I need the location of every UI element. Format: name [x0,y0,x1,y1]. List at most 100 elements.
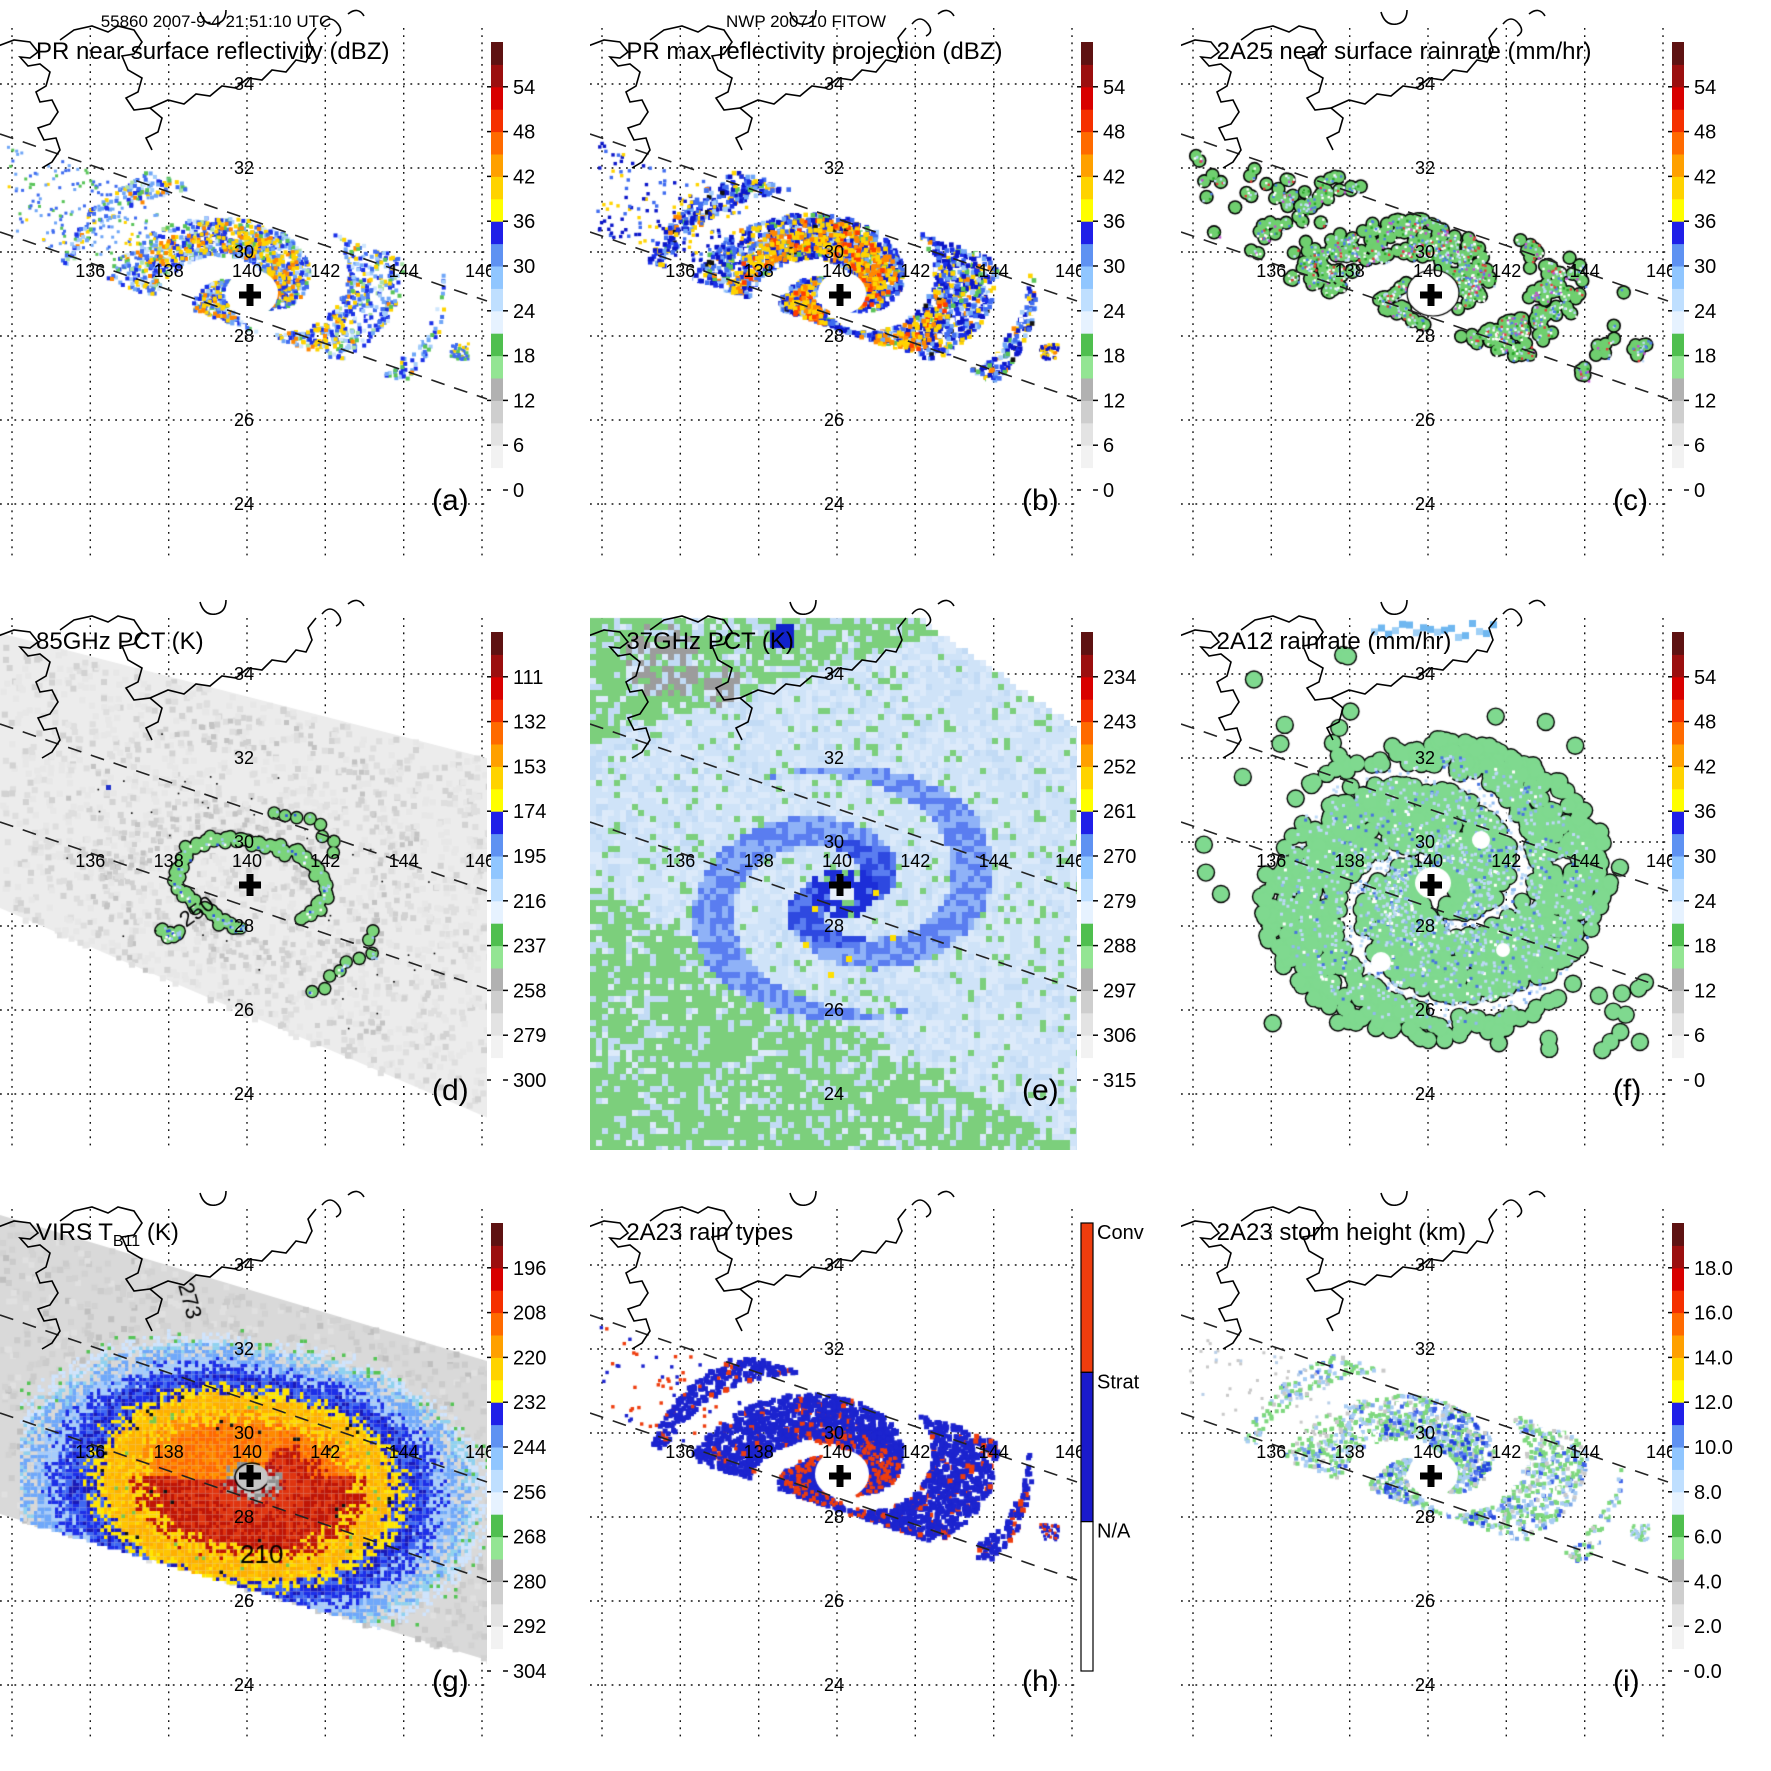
latitude-label: 24 [1415,1084,1435,1104]
colorbar-tick-label: 18 [1694,936,1716,958]
latitude-label: 24 [824,1084,844,1104]
colorbar-tick-label: 6.0 [1694,1526,1722,1548]
colorbar-segment [491,923,503,947]
latitude-label: 26 [824,410,844,430]
panel-title-main: 2A25 near surface rainrate (mm/hr) [1216,38,1592,65]
colorbar-tick-label: 6 [1103,435,1114,457]
colorbar-segment [1081,378,1094,401]
longitude-label: 142 [1491,1442,1521,1462]
colorbar-tick-label: 30 [513,256,535,278]
latitude-label: 32 [234,1339,254,1359]
colorbar-tick-label: 153 [513,757,546,779]
coastline [937,9,956,17]
colorbar-tick-label: 12.0 [1694,1392,1733,1414]
colorbar-segment [1671,766,1684,790]
colorbar-segment [491,1469,503,1492]
colorbar-segment [1081,990,1094,1014]
colorbar-tick-label: 6 [513,435,524,457]
colorbar-segment [491,243,503,267]
latitude-label: 32 [824,748,844,768]
longitude-label: 142 [310,261,340,281]
coastline [321,1198,342,1218]
coastline [911,608,932,628]
colorbar-segment [1671,198,1684,222]
colorbar-segment [491,266,503,289]
colorbar-segment [1081,221,1094,245]
storm-center-cross-marker [829,874,852,897]
map-panel-a: 34 32 30 28 26 24 136 138 140 142 144 146 (a) PR nea… [0,0,590,590]
colorbar-tick-label: 24 [513,301,535,323]
colorbar-tick-label: 256 [513,1481,546,1503]
colorbar-segment [1671,1267,1684,1291]
colorbar-segment [1671,266,1684,289]
colorbar-segment [1671,923,1684,947]
latitude-label: 24 [1415,494,1435,514]
colorbar-segment [491,109,503,133]
coastline [1528,1190,1546,1198]
latitude-label: 34 [1415,74,1435,94]
colorbar-segment [1081,699,1094,723]
colorbar-tick-label: 12 [1103,390,1125,412]
colorbar-segment [1081,833,1094,857]
colorbar-segment [1081,968,1094,992]
colorbar-segment [1671,990,1684,1014]
colorbar-segment [491,198,503,222]
colorbar-segment [491,901,503,925]
colorbar-tick-label: 196 [513,1257,546,1279]
panel-title-main: VIRS T [36,1218,113,1246]
panel-title: 2A25 near surface rainrate (mm/hr) [1217,38,1592,66]
colorbar-segment [491,310,503,334]
colorbar-segment [491,1312,503,1336]
colorbar-tick-label: 12 [1694,390,1716,412]
colorbar-tick-label: 36 [1694,211,1716,233]
colorbar-segment [491,856,503,880]
colorbar-segment [1671,310,1684,334]
colorbar-segment [491,64,503,88]
colorbar-segment [1671,176,1684,200]
colorbar-tick-label: 12 [513,390,535,412]
swath-edge-dashed-line [590,231,1078,400]
panel-title: VIRS TB11 (K) [36,1218,179,1250]
colorbar-tick-label: 12 [1694,981,1716,1003]
colorbar-segment [1081,945,1094,969]
coastline [740,27,907,109]
longitude-label: 142 [310,1442,340,1462]
colorbar-segment [1671,1357,1684,1380]
panel-letter: (h) [1022,1665,1059,1698]
latitude-label: 34 [824,1255,844,1275]
colorbar-segment [491,699,503,723]
colorbar-segment [491,1035,503,1059]
colorbar-segment [491,1536,503,1560]
colorbar-tick-label: 42 [513,166,535,188]
colorbar: 196 208 220 232 244 256 268 280 292 304 [487,1222,546,1683]
panel-title-subscript: B11 [112,1232,141,1250]
longitude-label: 138 [744,1442,774,1462]
longitude-label: 142 [1491,261,1521,281]
colorbar-segment [491,1245,503,1268]
coastline [59,615,163,741]
colorbar-segment [1081,64,1094,88]
panel-title: 37GHz PCT (K) [626,628,794,656]
colorbar: 234 243 252 261 270 279 288 297 306 315 [1077,632,1137,1092]
colorbar-segment [491,154,503,177]
storm-raster-canvas [590,0,1078,560]
panel-letter: (g) [432,1665,469,1698]
colorbar-tick-label: 315 [1103,1070,1136,1092]
longitude-label: 146 [1055,1442,1085,1462]
colorbar-tick-label: 0 [513,480,524,502]
panel-title-main: PR near surface reflectivity (dBZ) [36,38,390,65]
storm-center-cross-marker [1419,284,1442,306]
panel-title-main: 2A23 storm height (km) [1216,1218,1467,1246]
latitude-label: 26 [234,410,254,430]
colorbar-segment [1671,1035,1684,1059]
colorbar-tick-label: 300 [513,1070,546,1092]
colorbar-segment [491,288,503,312]
latitude-label: 28 [234,1507,254,1527]
colorbar-tick-label: 42 [1103,166,1125,188]
colorbar-tick-label: 54 [1694,667,1716,689]
colorbar-segment [1671,901,1684,925]
colorbar-tick-label: 195 [513,846,546,868]
colorbar-segment [1081,789,1094,813]
colorbar-segment [1081,1057,1094,1081]
